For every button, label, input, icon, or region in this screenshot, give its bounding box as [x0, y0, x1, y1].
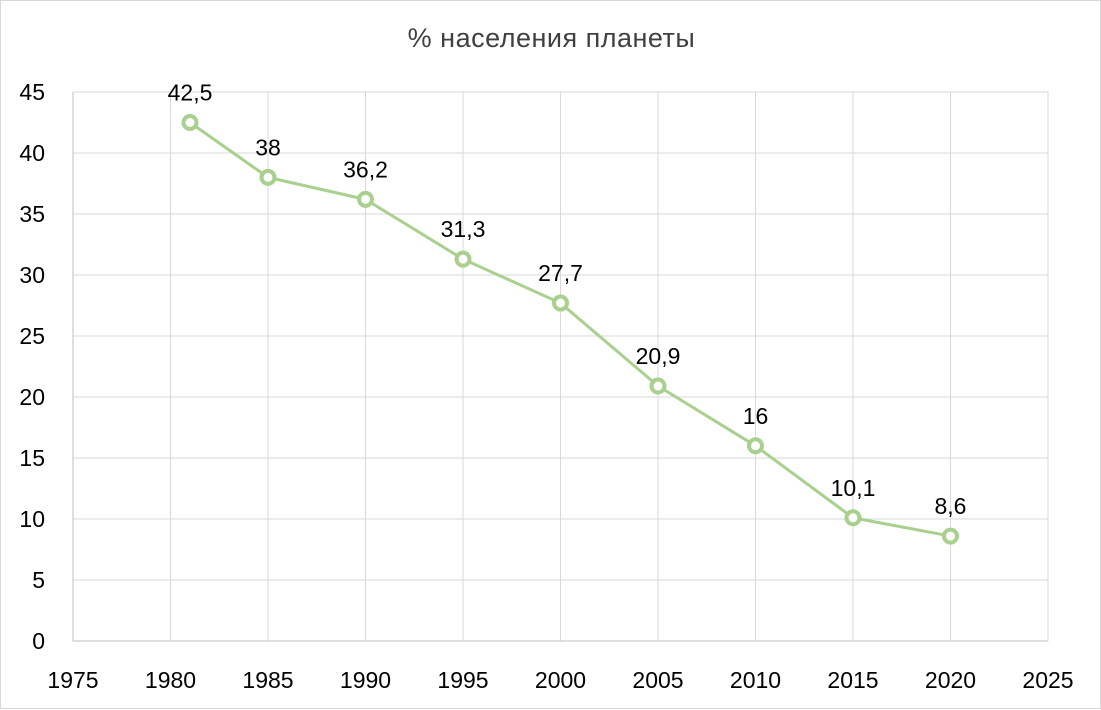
data-point: [649, 377, 667, 395]
x-tick-label: 2000: [535, 667, 586, 693]
chart-title: % населения планеты: [407, 23, 696, 53]
data-point: [181, 114, 199, 131]
x-tick-label: 2025: [1022, 667, 1073, 693]
data-point: [942, 527, 959, 545]
data-label: 38: [255, 134, 281, 160]
x-tick-label: 1995: [437, 667, 488, 693]
data-point: [454, 250, 472, 268]
x-tick-label: 2015: [827, 667, 878, 693]
y-tick-label: 15: [19, 445, 45, 471]
y-tick-label: 30: [19, 262, 45, 288]
x-tick-label: 1980: [145, 667, 196, 693]
data-label: 36,2: [343, 156, 388, 182]
y-tick-label: 20: [19, 384, 45, 410]
data-label: 42,5: [168, 80, 213, 106]
x-tick-label: 2005: [632, 667, 683, 693]
data-label: 10,1: [831, 475, 876, 501]
y-tick-label: 0: [32, 628, 45, 654]
data-label: 27,7: [538, 260, 583, 286]
x-tick-label: 1975: [47, 667, 98, 693]
y-tick-label: 35: [19, 201, 45, 227]
y-tick-label: 25: [19, 323, 45, 349]
data-point: [259, 168, 277, 186]
series: [181, 114, 959, 545]
data-label: 16: [743, 403, 769, 429]
x-tick-label: 2010: [730, 667, 781, 693]
y-tick-label: 5: [32, 567, 45, 593]
data-point: [747, 437, 764, 455]
y-tick-label: 40: [19, 140, 45, 166]
data-point: [844, 509, 862, 527]
axes: 1975 1980 1985 1990 1995 2000 2005 2010 2015 2020…: [19, 79, 1073, 693]
data-point: [357, 190, 374, 208]
data-label: 31,3: [441, 216, 486, 242]
data-label: 20,9: [636, 343, 681, 369]
data-point: [552, 294, 569, 312]
data-labels: 42,5 38 36,2 31,3 27,7 20,9 16 10,1 8,6: [168, 80, 967, 520]
gridlines: [73, 91, 1049, 641]
y-tick-label: 45: [19, 79, 45, 105]
y-tick-label: 10: [19, 506, 45, 532]
data-label: 8,6: [935, 493, 967, 519]
x-tick-label: 1990: [340, 667, 391, 693]
x-tick-label: 2020: [925, 667, 976, 693]
x-tick-label: 1985: [242, 667, 293, 693]
